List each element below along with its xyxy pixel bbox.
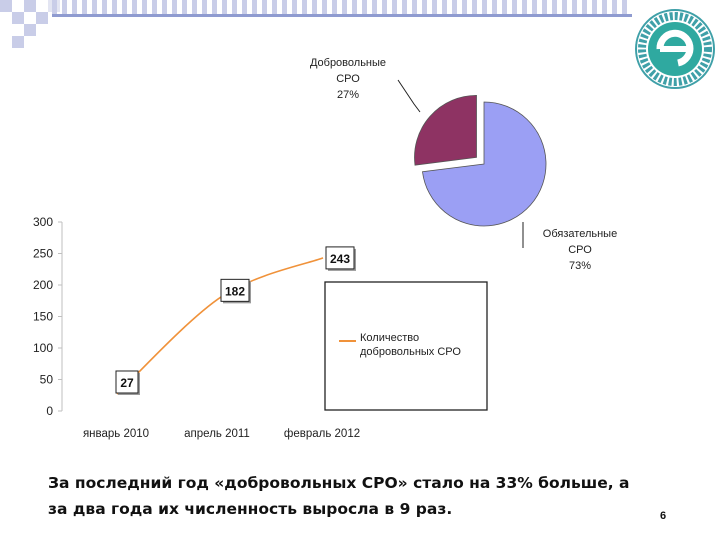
legend-text-line2: добровольных СРО xyxy=(360,346,461,358)
pie-leader-voluntary xyxy=(397,79,421,113)
svg-text:182: 182 xyxy=(225,284,245,298)
pie-label-voluntary: Добровольные СРО 27% xyxy=(296,55,400,103)
y-tick-label: 300 xyxy=(33,215,53,229)
pie-label-mandatory-name: Обязательные СРО xyxy=(542,228,618,256)
legend-box xyxy=(324,281,488,411)
data-label: 27 xyxy=(115,370,140,395)
pie-label-mandatory-value: 73% xyxy=(568,260,592,272)
y-tick-label: 200 xyxy=(33,278,53,292)
pie-slice-mandatory xyxy=(422,101,547,227)
logo-icon xyxy=(635,9,715,89)
y-tick-label: 50 xyxy=(40,373,54,387)
x-tick-label: апрель 2011 xyxy=(184,428,250,440)
series-line xyxy=(116,257,324,395)
header-decoration xyxy=(0,0,632,48)
caption-text: За последний год «добровольных СРО» стал… xyxy=(48,474,630,518)
svg-text:243: 243 xyxy=(330,252,350,266)
y-tick-label: 0 xyxy=(46,404,53,418)
x-tick-label: февраль 2012 xyxy=(284,428,360,440)
y-tick-label: 100 xyxy=(33,341,53,355)
x-tick-label: январь 2010 xyxy=(83,428,149,440)
pie-label-voluntary-name: Добровольные СРО xyxy=(309,57,387,85)
data-label: 182 xyxy=(220,278,251,304)
svg-text:27: 27 xyxy=(120,376,134,390)
pie-label-voluntary-value: 27% xyxy=(336,89,360,101)
data-label: 243 xyxy=(325,246,356,271)
page-number: 6 xyxy=(660,510,667,522)
pie-label-mandatory: Обязательные СРО 73% xyxy=(528,226,632,274)
y-tick-label: 250 xyxy=(33,247,53,261)
legend-text-line1: Количество xyxy=(360,332,419,344)
pie-slice-voluntary xyxy=(414,94,477,166)
y-tick-label: 150 xyxy=(33,310,53,324)
